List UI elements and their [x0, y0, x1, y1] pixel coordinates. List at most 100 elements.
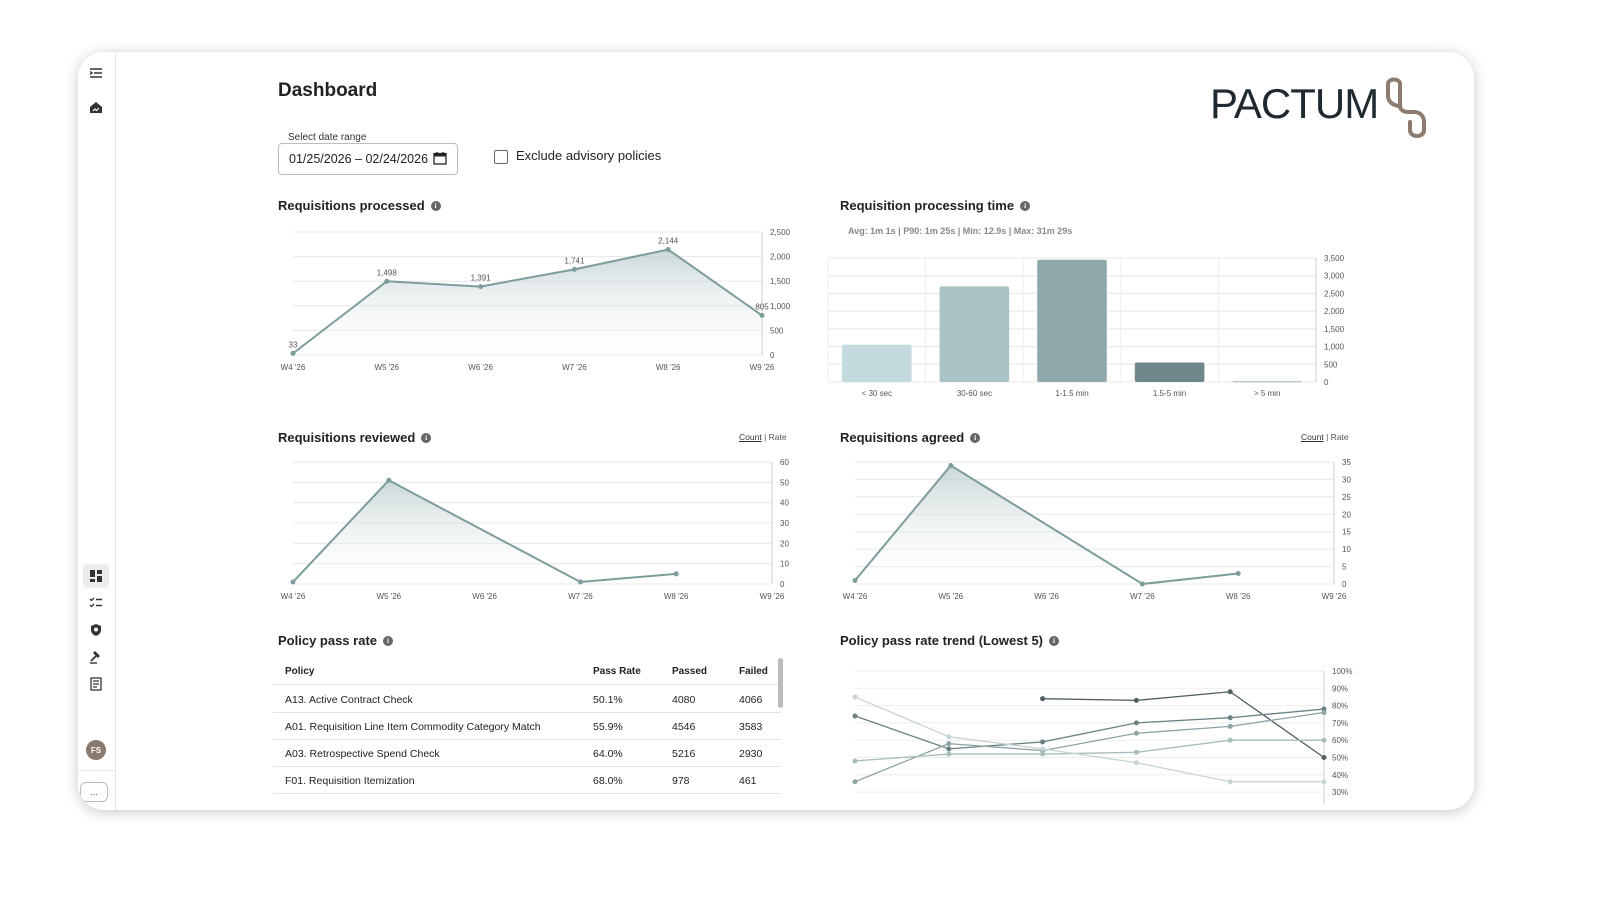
card-title-reviewed: Requisitions reviewed i [278, 430, 432, 445]
y-tick-label: 50% [1332, 754, 1348, 763]
sidebar-divider [78, 770, 115, 771]
series-line [292, 248, 763, 355]
col-header-passed[interactable]: Passed [672, 666, 708, 677]
card-title-agreed: Requisitions agreed i [840, 430, 981, 445]
y-tick-label: 3,000 [1324, 272, 1345, 281]
tasks-icon[interactable] [83, 591, 109, 615]
data-point [1133, 730, 1139, 736]
y-tick-label: 1,000 [770, 302, 791, 311]
count-toggle[interactable]: Count [1301, 432, 1324, 442]
bar [842, 344, 912, 382]
info-icon[interactable]: i [421, 432, 432, 443]
x-tick-label: W8 '26 [664, 592, 689, 601]
card-title-processing-time: Requisition processing time i [840, 198, 1031, 213]
data-point [852, 694, 858, 700]
x-tick-label: W4 '26 [843, 592, 868, 601]
data-point [577, 579, 583, 585]
data-point [1235, 571, 1241, 577]
y-tick-label: 25 [1342, 493, 1351, 502]
x-tick-label: W6 '26 [468, 363, 493, 372]
data-point [665, 247, 671, 253]
table-row[interactable]: A03. Retrospective Spend Check 64.0% 521… [273, 740, 781, 767]
info-icon[interactable]: i [1049, 635, 1060, 646]
avatar[interactable]: FS [86, 740, 106, 760]
data-label: 1,498 [377, 268, 398, 277]
series-line [854, 708, 1325, 750]
data-point [1321, 706, 1327, 712]
data-point [1227, 689, 1233, 695]
count-toggle[interactable]: Count [739, 432, 762, 442]
info-icon[interactable]: i [430, 200, 441, 211]
date-range-field[interactable]: 01/25/2026 – 02/24/2026 [278, 143, 458, 175]
y-tick-label: 35 [1342, 458, 1351, 467]
data-point [948, 462, 954, 468]
col-header-policy[interactable]: Policy [285, 666, 315, 677]
app-window: FS ... Dashboard PACTUM 01/25/2026 – 02/… [78, 52, 1474, 810]
home-icon[interactable] [83, 95, 109, 119]
data-point [1227, 715, 1233, 721]
chart-processing-time: 0 500 1,000 1,500 2,000 2,500 3,000 3,500 < 30 s… [827, 254, 1345, 398]
shield-icon[interactable] [83, 618, 109, 642]
more-button[interactable]: ... [80, 782, 108, 802]
exclude-advisory-checkbox[interactable] [494, 150, 508, 164]
table-header: Policy Pass Rate Passed Failed [273, 658, 781, 685]
y-tick-label: 10 [1342, 545, 1351, 554]
y-tick-label: 20 [1342, 510, 1351, 519]
series-line [1042, 691, 1325, 759]
count-rate-toggle: Count | Rate [1301, 432, 1349, 442]
cell-passed: 4546 [672, 721, 696, 733]
series-line [854, 739, 1324, 762]
toggle-separator: | [764, 432, 767, 442]
info-icon[interactable]: i [970, 432, 981, 443]
data-point [1321, 710, 1327, 716]
data-point [1227, 737, 1233, 743]
rate-toggle[interactable]: Rate [768, 432, 787, 442]
cell-passed: 978 [672, 775, 690, 787]
y-tick-label: 5 [1342, 563, 1347, 572]
document-list-icon[interactable] [83, 672, 109, 696]
data-point [946, 746, 952, 752]
cell-pass-rate: 50.1% [593, 694, 623, 706]
bar [1134, 362, 1205, 382]
svg-text:PACTUM: PACTUM [1210, 80, 1378, 127]
card-title-pass-rate: Policy pass rate i [278, 633, 393, 648]
cell-failed: 2930 [739, 748, 763, 760]
x-tick-label: W5 '26 [938, 592, 963, 601]
info-icon[interactable]: i [1020, 200, 1031, 211]
series-line [854, 696, 1324, 783]
table-scrollbar[interactable] [778, 658, 783, 708]
data-label: 1,391 [471, 274, 492, 283]
series-line [854, 464, 1239, 586]
col-header-failed[interactable]: Failed [739, 666, 768, 677]
menu-collapse-icon[interactable] [83, 61, 109, 85]
y-tick-label: 40 [780, 499, 789, 508]
data-label: 2,144 [658, 237, 679, 246]
cell-pass-rate: 55.9% [593, 721, 623, 733]
table-row[interactable]: F01. Requisition Itemization 68.0% 978 4… [273, 767, 781, 794]
y-tick-label: 2,500 [1324, 289, 1345, 298]
calendar-icon[interactable] [433, 151, 447, 165]
chart-requisitions-processed: 0 500 1,000 1,500 2,000 2,500 W4 '26 W5 '26 W6 '… [281, 228, 791, 372]
data-point [852, 578, 858, 584]
card-title-trend: Policy pass rate trend (Lowest 5) i [840, 633, 1060, 648]
dashboard-icon[interactable] [83, 564, 109, 588]
y-tick-label: 20 [780, 539, 789, 548]
y-tick-label: 90% [1332, 684, 1348, 693]
y-tick-label: 30 [1342, 475, 1351, 484]
gavel-icon[interactable] [83, 645, 109, 669]
date-range-value: 01/25/2026 – 02/24/2026 [289, 152, 429, 166]
x-tick-label: W4 '26 [281, 592, 306, 601]
table-row[interactable]: A13. Active Contract Check 50.1% 4080 40… [273, 686, 781, 713]
info-icon[interactable]: i [383, 635, 393, 646]
rate-toggle[interactable]: Rate [1330, 432, 1349, 442]
table-row[interactable]: A01. Requisition Line Item Commodity Cat… [273, 713, 781, 740]
data-point [759, 312, 765, 318]
data-point [384, 278, 390, 284]
col-header-pass-rate[interactable]: Pass Rate [593, 666, 641, 677]
data-point [852, 779, 858, 785]
pactum-logo: PACTUM [1210, 77, 1426, 138]
toggle-separator: | [1326, 432, 1329, 442]
bar [939, 286, 1010, 382]
cell-policy: A13. Active Contract Check [285, 694, 413, 706]
exclude-advisory-label[interactable]: Exclude advisory policies [516, 148, 662, 163]
